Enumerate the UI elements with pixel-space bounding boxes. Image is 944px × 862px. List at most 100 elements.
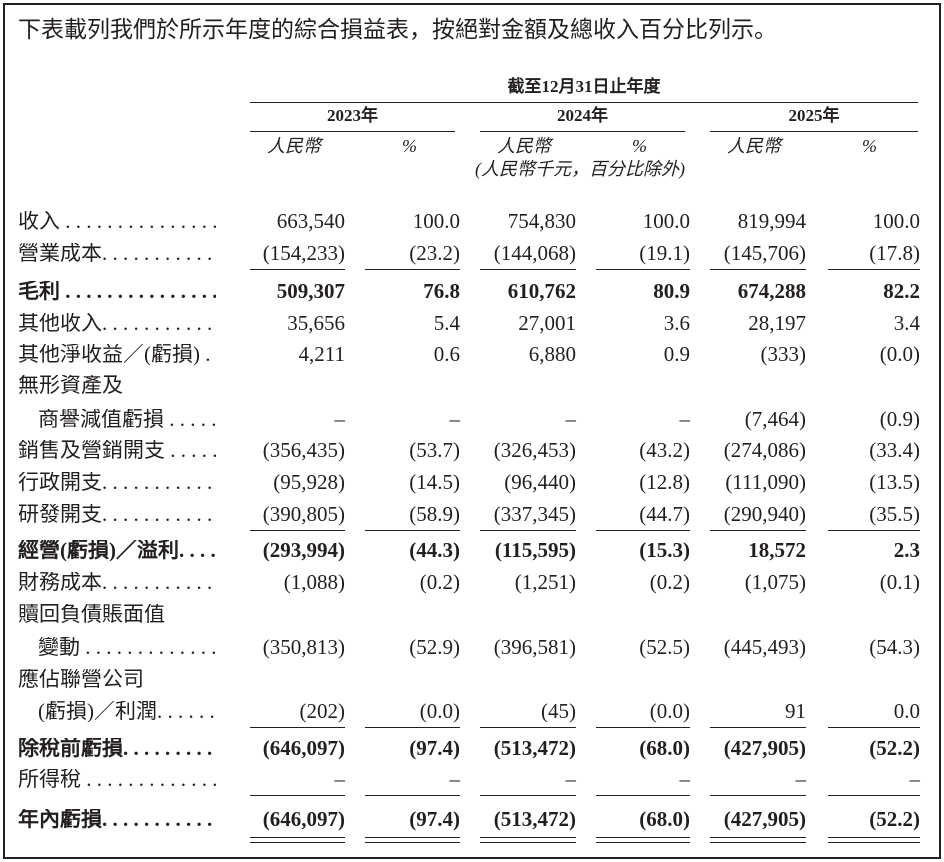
cell-value: – bbox=[679, 767, 691, 791]
row-label: 銷售及營銷開支 . . . . . . . . bbox=[18, 440, 216, 461]
cell-value: 76.8 bbox=[423, 279, 460, 303]
cell-value: (1,251) bbox=[514, 570, 576, 594]
currency-label: 人民幣 bbox=[727, 136, 781, 156]
cell-value: (68.0) bbox=[639, 736, 690, 760]
cell-value: – bbox=[795, 767, 807, 791]
cell-value: – bbox=[565, 767, 577, 791]
rule bbox=[365, 837, 460, 838]
cell-value: 819,994 bbox=[737, 209, 806, 233]
row-label: 商譽減值虧損 . . . . . . . bbox=[38, 409, 216, 430]
row-label: 除稅前虧損. . . . . . . . . . . . bbox=[18, 738, 216, 759]
currency-label: 人民幣 bbox=[497, 136, 551, 156]
cell-value: (12.8) bbox=[639, 470, 690, 494]
cell-value: 0.9 bbox=[663, 342, 690, 366]
cell-value: (115,595) bbox=[494, 538, 576, 562]
row-label: 財務成本. . . . . . . . . . . . . . . bbox=[18, 572, 216, 593]
rule bbox=[710, 837, 806, 838]
cell-value: (646,097) bbox=[262, 807, 345, 831]
cell-value: (44.3) bbox=[409, 538, 460, 562]
cell-value: (274,086) bbox=[723, 438, 806, 462]
rule bbox=[365, 269, 460, 270]
cell-value: (68.0) bbox=[639, 807, 690, 831]
percent-label: % bbox=[402, 136, 417, 156]
cell-value: (350,813) bbox=[262, 635, 345, 659]
cell-value: (326,453) bbox=[493, 438, 576, 462]
cell-value: 754,830 bbox=[507, 209, 576, 233]
rule bbox=[250, 842, 345, 843]
rule bbox=[828, 795, 920, 796]
row-label: 其他淨收益／(虧損) . bbox=[18, 344, 211, 365]
cell-value: (646,097) bbox=[262, 736, 345, 760]
cell-value: 610,762 bbox=[507, 279, 576, 303]
rule bbox=[828, 727, 920, 728]
cell-value: 2.3 bbox=[893, 538, 920, 562]
cell-value: (333) bbox=[760, 342, 807, 366]
cell-value: (396,581) bbox=[493, 635, 576, 659]
cell-value: (52.5) bbox=[639, 635, 690, 659]
rule bbox=[596, 842, 690, 843]
rule bbox=[710, 131, 918, 132]
rule bbox=[828, 530, 920, 531]
cell-value: 82.2 bbox=[883, 279, 920, 303]
row-label: 毛利 . . . . . . . . . . . . . . . . . . bbox=[18, 281, 216, 302]
cell-value: 0.6 bbox=[433, 342, 460, 366]
cell-value: (293,994) bbox=[262, 538, 345, 562]
cell-value: – bbox=[334, 407, 346, 431]
rule bbox=[596, 530, 690, 531]
cell-value: (13.5) bbox=[869, 470, 920, 494]
rule bbox=[596, 837, 690, 838]
cell-value: 3.4 bbox=[893, 311, 920, 335]
rule bbox=[480, 837, 576, 838]
cell-value: 674,288 bbox=[737, 279, 806, 303]
cell-value: (52.2) bbox=[869, 736, 920, 760]
cell-value: 4,211 bbox=[298, 342, 345, 366]
cell-value: 509,307 bbox=[276, 279, 345, 303]
cell-value: – bbox=[909, 767, 921, 791]
rule bbox=[710, 530, 806, 531]
cell-value: 27,001 bbox=[518, 311, 576, 335]
cell-value: (427,905) bbox=[723, 807, 806, 831]
cell-value: (0.2) bbox=[649, 570, 690, 594]
cell-value: (513,472) bbox=[493, 736, 576, 760]
cell-value: 100.0 bbox=[412, 209, 460, 233]
cell-value: (1,088) bbox=[283, 570, 345, 594]
cell-value: (44.7) bbox=[639, 502, 690, 526]
cell-value: – bbox=[334, 767, 346, 791]
cell-value: (14.5) bbox=[409, 470, 460, 494]
rule bbox=[365, 842, 460, 843]
rule bbox=[710, 727, 806, 728]
cell-value: – bbox=[449, 767, 461, 791]
rule bbox=[480, 795, 576, 796]
rule bbox=[250, 530, 345, 531]
rule bbox=[480, 727, 576, 728]
cell-value: (35.5) bbox=[869, 502, 920, 526]
row-label: 所得稅 . . . . . . . . . . . . . . . bbox=[18, 769, 216, 790]
cell-value: (111,090) bbox=[725, 470, 806, 494]
rule bbox=[596, 269, 690, 270]
row-label: 研發開支. . . . . . . . . . . . . . . bbox=[18, 504, 216, 525]
rule bbox=[250, 102, 918, 103]
cell-value: (23.2) bbox=[409, 241, 460, 265]
period-header: 截至12月31日止年度 bbox=[507, 77, 661, 96]
rule bbox=[365, 795, 460, 796]
row-label: (虧損)／利潤. . . . . . . bbox=[38, 701, 216, 722]
cell-value: (52.2) bbox=[869, 807, 920, 831]
row-label: 應佔聯營公司 bbox=[18, 669, 144, 690]
row-label: 營業成本. . . . . . . . . . . . . . . bbox=[18, 243, 216, 264]
cell-value: 28,197 bbox=[748, 311, 806, 335]
cell-value: (7,464) bbox=[744, 407, 806, 431]
rule bbox=[480, 131, 685, 132]
frame bbox=[3, 3, 941, 859]
cell-value: (53.7) bbox=[409, 438, 460, 462]
rule bbox=[828, 842, 920, 843]
cell-value: 663,540 bbox=[276, 209, 345, 233]
cell-value: (0.2) bbox=[419, 570, 460, 594]
percent-label: % bbox=[632, 136, 647, 156]
cell-value: (337,345) bbox=[493, 502, 576, 526]
cell-value: (52.9) bbox=[409, 635, 460, 659]
rule bbox=[480, 530, 576, 531]
row-label: 變動 . . . . . . . . . . . . . . . bbox=[38, 637, 216, 658]
cell-value: (0.0) bbox=[649, 699, 690, 723]
cell-value: (144,068) bbox=[493, 241, 576, 265]
